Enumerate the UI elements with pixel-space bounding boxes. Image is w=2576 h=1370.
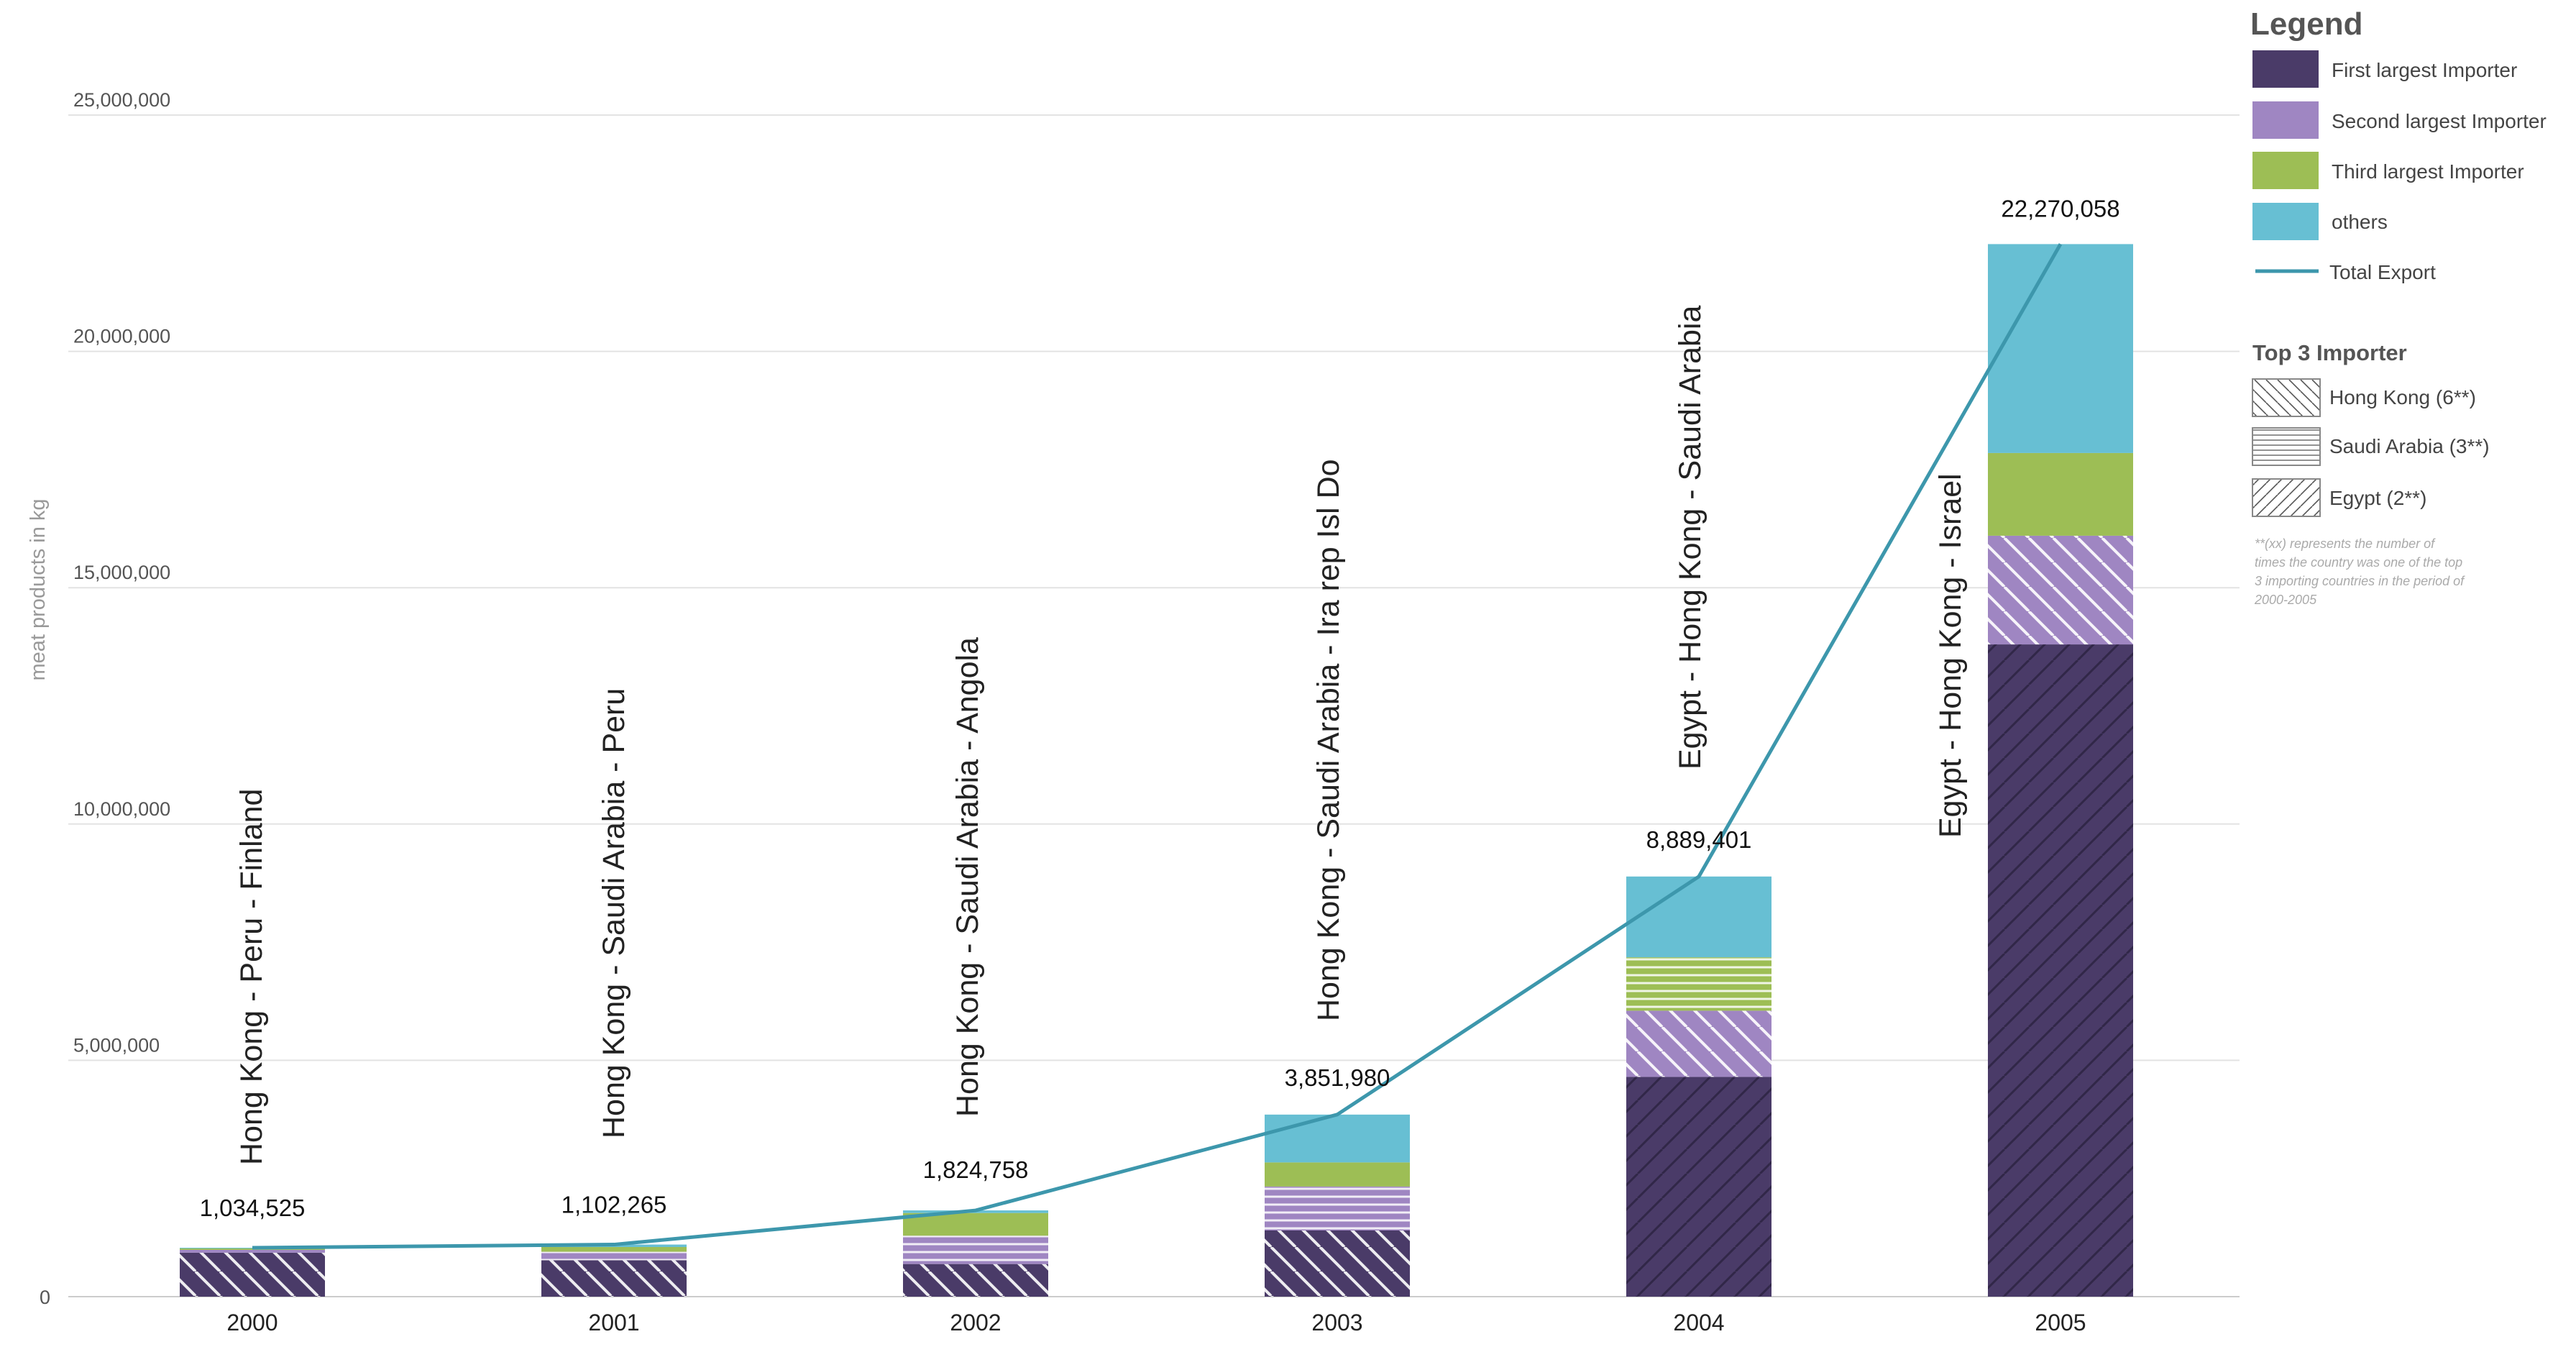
top3-item-hongkong: Hong Kong (6**) [2329, 386, 2476, 408]
x-tick-label: 2000 [226, 1310, 278, 1335]
bar-hatch-first [903, 1264, 1048, 1297]
legend-item-third: Third largest Importer [2332, 160, 2524, 183]
importer-label: Hong Kong - Saudi Arabia - Angola [950, 637, 985, 1117]
x-axis-ticks: 2000 2001 2002 2003 2004 2005 [226, 1310, 2086, 1335]
legend-hatch-saudiarabia [2252, 427, 2321, 466]
bar-segment-third [1988, 452, 2133, 536]
bar-hatch-first [541, 1260, 687, 1297]
top3-title: Top 3 Importer [2252, 340, 2407, 365]
gridlines [68, 114, 2240, 1297]
value-label: 1,102,265 [562, 1192, 667, 1218]
bar-segment-others [1626, 876, 1771, 958]
y-tick-label: 20,000,000 [73, 326, 170, 347]
legend-note-line-3: 3 importing countries in the period of [2255, 574, 2465, 588]
legend-hatch-hongkong [2252, 378, 2321, 417]
value-label: 22,270,058 [2001, 195, 2119, 222]
legend-note-line-1: **(xx) represents the number of [2255, 536, 2436, 551]
value-labels: 1,034,525 1,102,265 1,824,758 3,851,980 8,88… [200, 195, 2120, 1221]
value-label: 1,824,758 [923, 1156, 1029, 1183]
bar-hatch-first [1988, 644, 2133, 1297]
importer-label: Egypt - Hong Kong - Israel [1933, 473, 1968, 838]
legend-note-line-4: 2000-2005 [2254, 593, 2317, 607]
y-tick-label: 5,000,000 [73, 1034, 160, 1056]
value-label: 3,851,980 [1285, 1064, 1390, 1091]
y-axis-ticks: 0 5,000,000 10,000,000 15,000,000 20,000,000… [40, 89, 170, 1308]
y-tick-label: 10,000,000 [73, 798, 170, 820]
y-tick-label: 25,000,000 [73, 89, 170, 111]
x-tick-label: 2003 [1311, 1310, 1362, 1335]
top3-item-egypt: Egypt (2**) [2329, 487, 2426, 509]
legend-item-first: First largest Importer [2332, 59, 2517, 81]
bar-hatch-second [1265, 1186, 1410, 1230]
importer-labels: Hong Kong - Peru - Finland Hong Kong - Sa… [234, 306, 1968, 1165]
importer-label: Egypt - Hong Kong - Saudi Arabia [1673, 306, 1708, 770]
x-tick-label: 2005 [2035, 1310, 2086, 1335]
bar-hatch-second [1988, 535, 2133, 645]
bar-segment-others [1988, 244, 2133, 453]
legend-swatch-first [2252, 50, 2319, 88]
bars [180, 244, 2133, 1297]
bar-segment-second [180, 1249, 325, 1253]
bar-segment-others [1265, 1114, 1410, 1163]
value-label: 8,889,401 [1646, 826, 1752, 853]
bar-hatch-first [1265, 1230, 1410, 1297]
legend-swatch-second [2252, 101, 2319, 139]
legend: Legend First largest Importer Second lar… [2250, 6, 2547, 607]
legend-hatch-egypt [2252, 478, 2321, 517]
importer-label: Hong Kong - Saudi Arabia - Ira rep Isl D… [1311, 459, 1346, 1021]
x-tick-label: 2004 [1673, 1310, 1724, 1335]
bar-hatch-second [1626, 1010, 1771, 1077]
x-tick-label: 2001 [588, 1310, 639, 1335]
total-export-line-group [252, 243, 2063, 1250]
bar-segment-third [541, 1246, 687, 1252]
top3-item-saudiarabia: Saudi Arabia (3**) [2329, 435, 2490, 457]
importer-label: Hong Kong - Peru - Finland [234, 789, 269, 1165]
bar-hatch-second [903, 1236, 1048, 1264]
bar-hatch-third [1626, 957, 1771, 1011]
y-axis-label: meat products in kg [27, 498, 50, 680]
bar-hatch-first [180, 1252, 325, 1297]
bar-segment-third [1265, 1162, 1410, 1187]
legend-swatch-third [2252, 152, 2319, 189]
y-tick-label: 0 [40, 1287, 50, 1308]
bar-hatch-first [1626, 1077, 1771, 1297]
bar-segment-third [180, 1248, 325, 1250]
value-label: 1,034,525 [200, 1195, 306, 1221]
importer-label: Hong Kong - Saudi Arabia - Peru [597, 688, 631, 1138]
legend-title: Legend [2250, 6, 2362, 42]
legend-item-total: Total Export [2329, 261, 2436, 283]
bar-hatch-second [541, 1251, 687, 1261]
total-export-line [252, 243, 2063, 1250]
x-tick-label: 2002 [950, 1310, 1001, 1335]
legend-note-line-2: times the country was one of the top [2255, 555, 2462, 570]
legend-item-second: Second largest Importer [2332, 110, 2547, 132]
legend-item-others: others [2332, 211, 2388, 233]
legend-swatch-others [2252, 203, 2319, 240]
y-tick-label: 15,000,000 [73, 562, 170, 583]
